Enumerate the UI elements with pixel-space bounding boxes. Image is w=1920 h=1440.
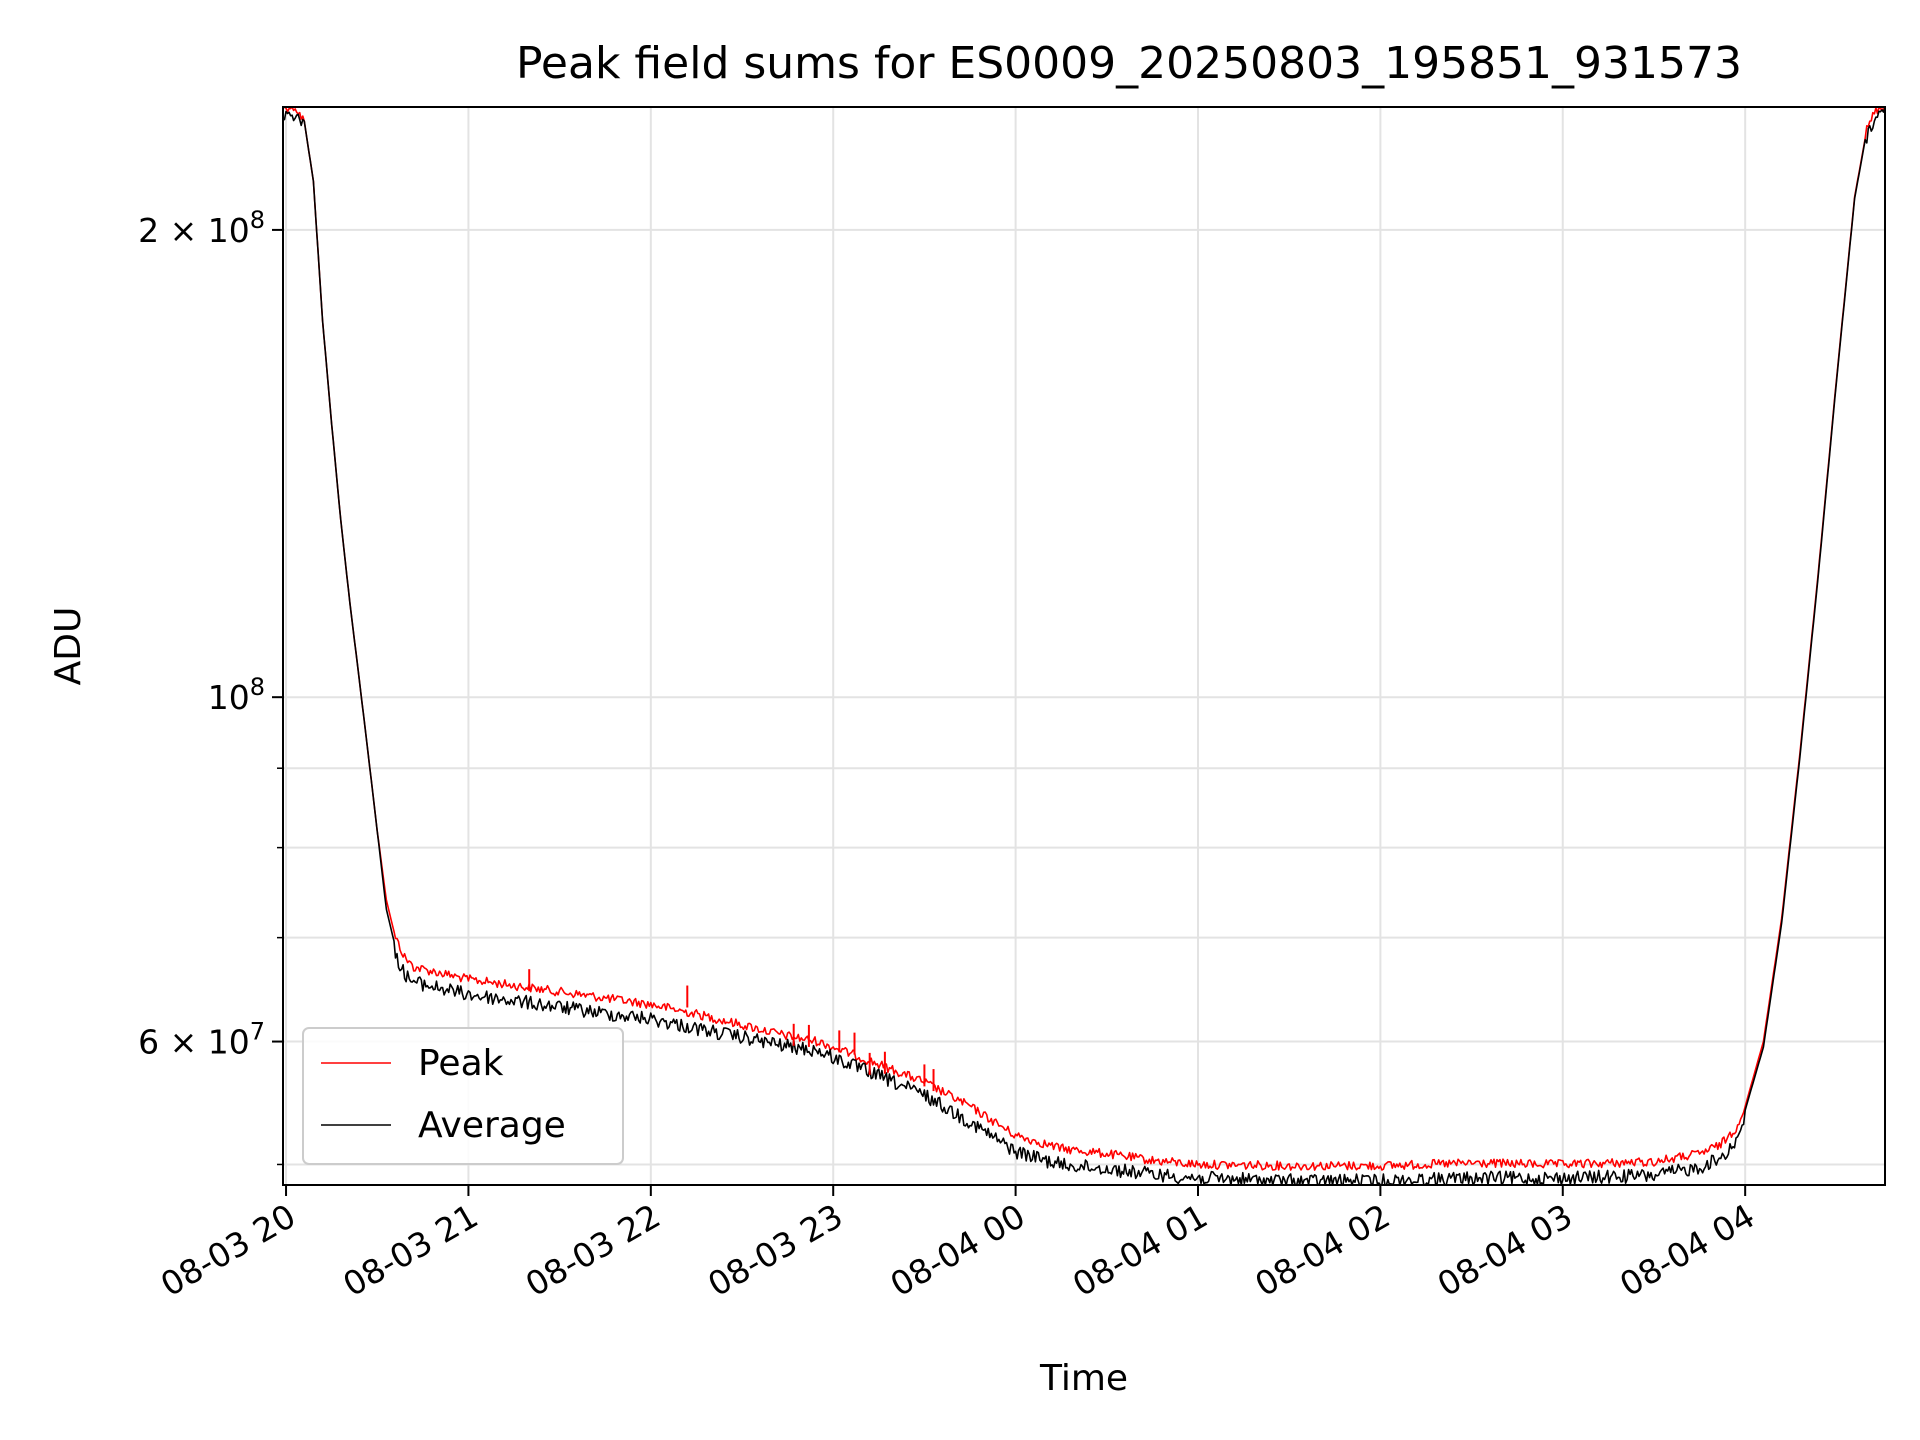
series-layer	[282, 106, 1886, 1186]
legend-label-peak: Peak	[418, 1043, 504, 1084]
y-tick-label: 6 × 107	[138, 1018, 265, 1062]
grid	[283, 107, 1885, 1185]
series-line-average	[282, 106, 1886, 1186]
legend: Peak Average	[302, 1027, 624, 1165]
y-tick-label: 2 × 108	[138, 206, 265, 250]
series-line-peak	[282, 106, 1886, 1171]
legend-box	[302, 1027, 624, 1165]
y-axis-label: ADU	[48, 607, 89, 686]
x-axis-label: Time	[1039, 1358, 1128, 1399]
y-tick-label: 108	[208, 673, 265, 717]
legend-label-average: Average	[418, 1105, 566, 1146]
chart-title: Peak field sums for ES0009_20250803_1958…	[516, 38, 1742, 89]
plot-frame	[282, 106, 1886, 1186]
